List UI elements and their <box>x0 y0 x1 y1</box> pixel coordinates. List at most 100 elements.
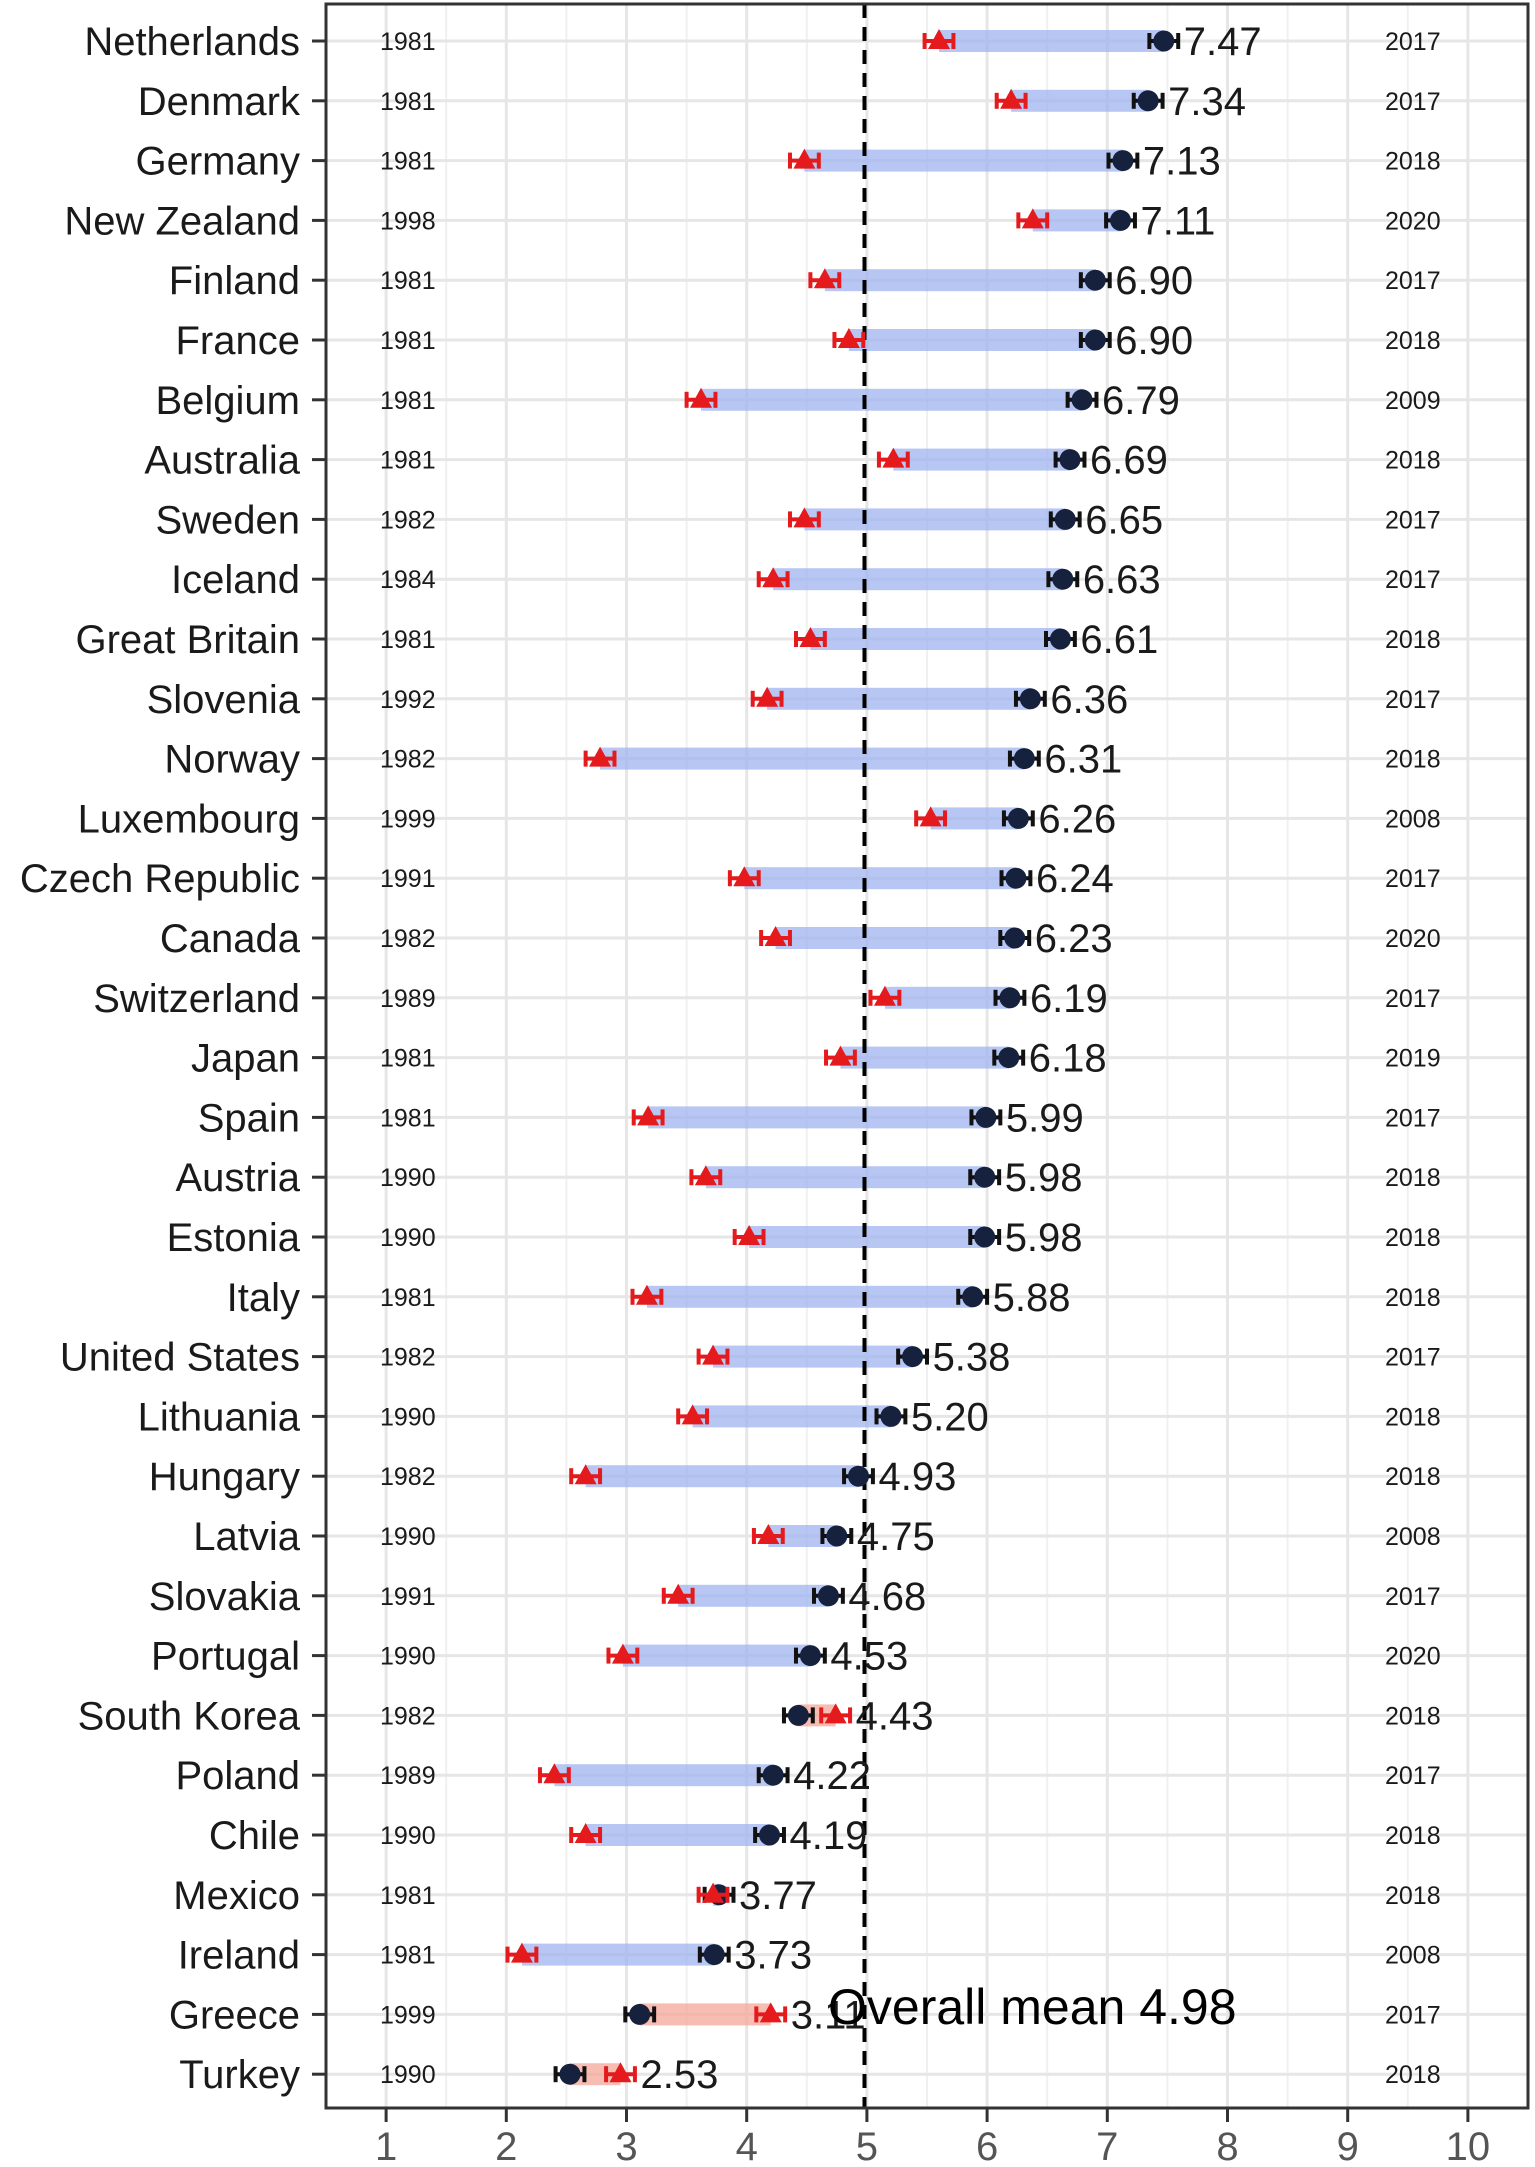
start-year-label: 1992 <box>380 686 436 714</box>
end-point-circle <box>998 1047 1020 1069</box>
x-tick-label: 3 <box>615 2125 637 2167</box>
start-point-triangle <box>824 1703 847 1724</box>
country-label: Poland <box>175 1754 300 1798</box>
end-point-circle <box>999 987 1021 1009</box>
country-label: Estonia <box>167 1216 301 1260</box>
end-year-label: 2017 <box>1385 686 1441 714</box>
country-label: Mexico <box>173 1874 300 1918</box>
start-point-triangle <box>799 627 822 647</box>
end-year-label: 2018 <box>1385 626 1441 654</box>
country-label: Denmark <box>138 80 301 124</box>
start-year-label: 1981 <box>380 148 436 176</box>
end-year-label: 2020 <box>1385 207 1441 235</box>
change-band <box>930 807 1019 830</box>
value-label: 7.34 <box>1168 80 1246 124</box>
end-point-circle <box>759 1824 781 1846</box>
value-label: 4.53 <box>830 1635 908 1679</box>
value-label: 5.20 <box>911 1395 989 1439</box>
end-year-label: 2018 <box>1385 447 1441 475</box>
value-label: 6.61 <box>1080 618 1158 662</box>
value-label: 6.65 <box>1085 498 1163 542</box>
end-year-label: 2017 <box>1385 28 1441 56</box>
end-point-circle <box>1004 927 1026 949</box>
end-point-circle <box>962 1286 984 1308</box>
end-point-circle <box>1137 90 1159 112</box>
end-point-circle <box>1084 329 1106 351</box>
start-year-label: 1981 <box>380 267 436 295</box>
change-band <box>773 568 1063 591</box>
x-tick-label: 2 <box>495 2125 517 2167</box>
start-point-triangle <box>702 1344 725 1365</box>
value-label: 4.93 <box>878 1455 956 1499</box>
x-tick-label: 4 <box>736 2125 758 2167</box>
overall-mean-label: Overall mean 4.98 <box>828 1979 1237 2035</box>
end-year-label: 2018 <box>1385 746 1441 774</box>
start-year-label: 1989 <box>380 985 436 1013</box>
start-year-label: 1982 <box>380 925 436 953</box>
country-label: Canada <box>160 917 301 961</box>
change-band <box>1011 89 1149 112</box>
start-year-label: 1990 <box>380 1164 436 1192</box>
band-layer <box>521 30 1164 2086</box>
start-point-triangle <box>1021 208 1044 229</box>
end-point-circle <box>1019 688 1041 710</box>
end-year-label: 2018 <box>1385 148 1441 176</box>
country-label: South Korea <box>78 1694 301 1738</box>
country-label: Latvia <box>193 1515 300 1559</box>
end-point-circle <box>1059 449 1081 471</box>
change-band <box>939 30 1164 52</box>
start-year-label: 1991 <box>380 1583 436 1611</box>
value-label: 6.31 <box>1044 738 1122 782</box>
end-point-circle <box>902 1346 924 1368</box>
change-band <box>884 986 1010 1009</box>
end-year-label: 2018 <box>1385 2061 1441 2089</box>
country-label: Japan <box>191 1037 300 1081</box>
end-point-circle <box>703 1944 725 1966</box>
change-band <box>768 1525 837 1547</box>
start-point-triangle <box>793 507 816 528</box>
end-year-label: 2017 <box>1385 1344 1441 1372</box>
value-label: 5.98 <box>1005 1216 1083 1260</box>
text-layer: 7.47 Netherlands 1981 2017 7.34 Denmark 1981 20… <box>20 20 1441 2097</box>
value-label: 6.18 <box>1029 1037 1107 1081</box>
country-label: Great Britain <box>75 618 300 662</box>
start-point-triangle <box>690 387 713 408</box>
change-band <box>840 1046 1009 1069</box>
country-label: Ireland <box>178 1934 300 1978</box>
end-point-circle <box>974 1166 996 1188</box>
country-label: Portugal <box>151 1635 300 1679</box>
start-point-triangle <box>609 2062 632 2083</box>
country-label: Luxembourg <box>78 797 300 841</box>
start-year-label: 1998 <box>380 207 436 235</box>
value-label: 3.73 <box>734 1934 812 1978</box>
start-point-triangle <box>543 1763 566 1784</box>
start-point-triangle <box>928 29 951 49</box>
change-band <box>848 329 1096 351</box>
end-point-circle <box>762 1764 784 1786</box>
value-label: 6.36 <box>1050 678 1128 722</box>
country-label: Austria <box>176 1156 301 1200</box>
value-label: 6.63 <box>1083 558 1161 602</box>
start-point-triangle <box>611 1643 634 1664</box>
change-band <box>585 1465 859 1488</box>
start-year-label: 1981 <box>380 1104 436 1132</box>
start-point-triangle <box>1000 88 1023 109</box>
end-year-label: 2018 <box>1385 1284 1441 1312</box>
change-band <box>678 1584 829 1607</box>
country-label: Norway <box>164 738 300 782</box>
change-band <box>622 1644 811 1667</box>
end-year-label: 2017 <box>1385 865 1441 893</box>
change-band <box>600 747 1025 770</box>
value-label: 5.88 <box>993 1276 1071 1320</box>
country-label: Finland <box>169 259 300 303</box>
country-label: Germany <box>136 140 301 184</box>
change-band <box>554 1764 774 1787</box>
value-label: 3.77 <box>739 1874 817 1918</box>
change-band <box>767 687 1031 710</box>
start-year-label: 1981 <box>380 626 436 654</box>
start-year-label: 1989 <box>380 1762 436 1790</box>
end-point-circle <box>975 1106 997 1128</box>
country-label: Slovenia <box>147 678 301 722</box>
end-year-label: 2018 <box>1385 1224 1441 1252</box>
end-point-circle <box>826 1525 848 1547</box>
